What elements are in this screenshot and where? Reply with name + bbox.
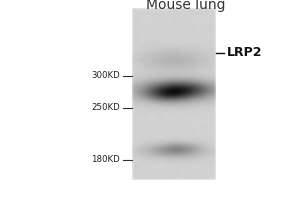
Text: 250KD: 250KD xyxy=(91,104,120,112)
Text: 300KD: 300KD xyxy=(91,72,120,80)
Text: Mouse lung: Mouse lung xyxy=(146,0,226,12)
Text: LRP2: LRP2 xyxy=(226,46,262,60)
Text: 180KD: 180KD xyxy=(91,156,120,164)
